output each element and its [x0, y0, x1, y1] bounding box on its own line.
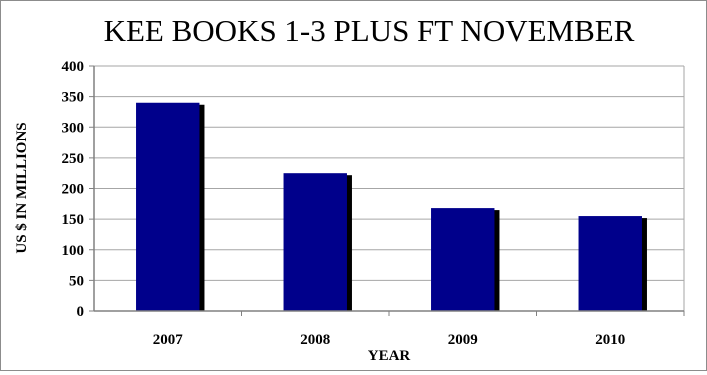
bar-2009 — [431, 208, 495, 311]
y-tick-label: 100 — [62, 243, 85, 259]
bar-2007 — [136, 102, 200, 311]
y-axis-label: US $ IN MILLIONS — [14, 122, 30, 253]
y-tick-label: 300 — [62, 120, 85, 136]
x-tick-labels: 2007 2008 2009 2010 — [153, 332, 626, 348]
y-tick-label: 250 — [62, 151, 85, 167]
y-tick-label: 350 — [62, 90, 85, 106]
y-tick-labels: 0 50 100 150 200 250 300 350 400 — [62, 59, 85, 320]
x-tick-label: 2009 — [448, 332, 478, 348]
bar-2010 — [578, 216, 642, 311]
y-tick-label: 400 — [62, 59, 85, 75]
bar-2008 — [283, 173, 347, 311]
y-tick-label: 50 — [69, 273, 84, 289]
x-tick-label: 2008 — [300, 332, 330, 348]
x-tick-label: 2010 — [595, 332, 625, 348]
y-tick-label: 150 — [62, 212, 85, 228]
y-tick-label: 0 — [77, 304, 85, 320]
x-axis-label: YEAR — [368, 348, 411, 364]
bars — [136, 102, 647, 311]
y-tick-label: 200 — [62, 182, 85, 198]
x-tick-label: 2007 — [153, 332, 184, 348]
axes — [89, 65, 685, 316]
chart-title: KEE BOOKS 1-3 PLUS FT NOVEMBER — [104, 13, 635, 48]
